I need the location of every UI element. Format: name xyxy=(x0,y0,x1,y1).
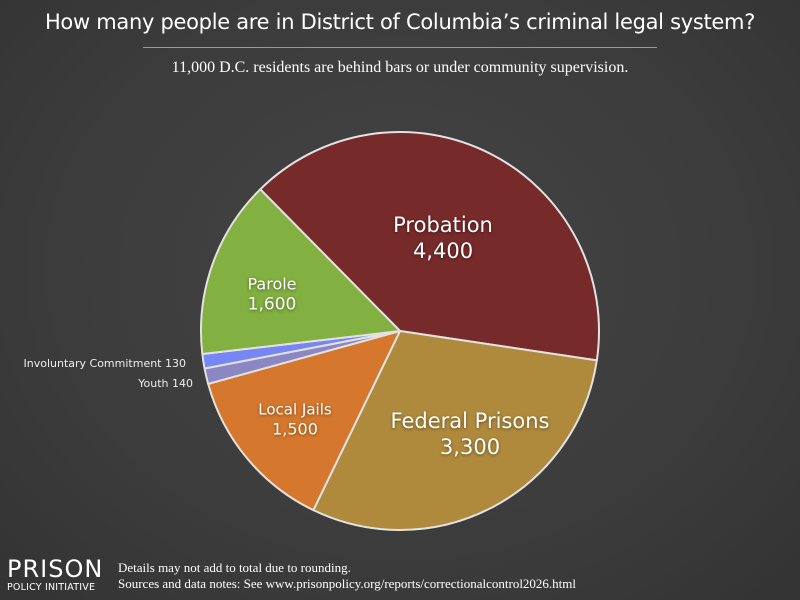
footer-notes: Details may not add to total due to roun… xyxy=(118,560,576,592)
label-jails-value: 1,500 xyxy=(272,419,318,439)
chart-title: How many people are in District of Colum… xyxy=(44,10,756,34)
label-probation: Probation 4,400 xyxy=(393,212,493,265)
rounding-note: Details may not add to total due to roun… xyxy=(118,560,351,575)
label-parole: Parole 1,600 xyxy=(247,274,296,315)
label-federal-prisons: Federal Prisons 3,300 xyxy=(391,408,550,461)
chart-subtitle: 11,000 D.C. residents are behind bars or… xyxy=(171,59,629,76)
label-jails-name: Local Jails xyxy=(258,400,332,419)
logo-line1: PRISON xyxy=(7,555,104,583)
label-federal-name: Federal Prisons xyxy=(390,408,550,433)
sources-note: Sources and data notes: See www.prisonpo… xyxy=(118,576,577,591)
pie-slice-parole xyxy=(200,188,401,355)
label-probation-name: Probation xyxy=(393,212,493,237)
label-involuntary-commitment: Involuntary Commitment 130 xyxy=(23,357,186,370)
label-federal-value: 3,300 xyxy=(439,435,501,459)
label-local-jails: Local Jails 1,500 xyxy=(258,401,331,440)
label-probation-value: 4,400 xyxy=(412,239,474,263)
title-divider xyxy=(143,47,657,48)
label-youth: Youth 140 xyxy=(138,377,193,390)
pie-slice-probation xyxy=(259,131,600,362)
pie-slice-federal-prisons xyxy=(312,330,598,531)
pie-slice-local-jails xyxy=(207,330,401,512)
label-parole-value: 1,600 xyxy=(247,294,297,315)
prison-policy-initiative-logo: PRISON POLICY INITIATIVE xyxy=(7,557,103,595)
logo-line2: POLICY INITIATIVE xyxy=(7,582,96,593)
label-parole-name: Parole xyxy=(247,274,297,294)
